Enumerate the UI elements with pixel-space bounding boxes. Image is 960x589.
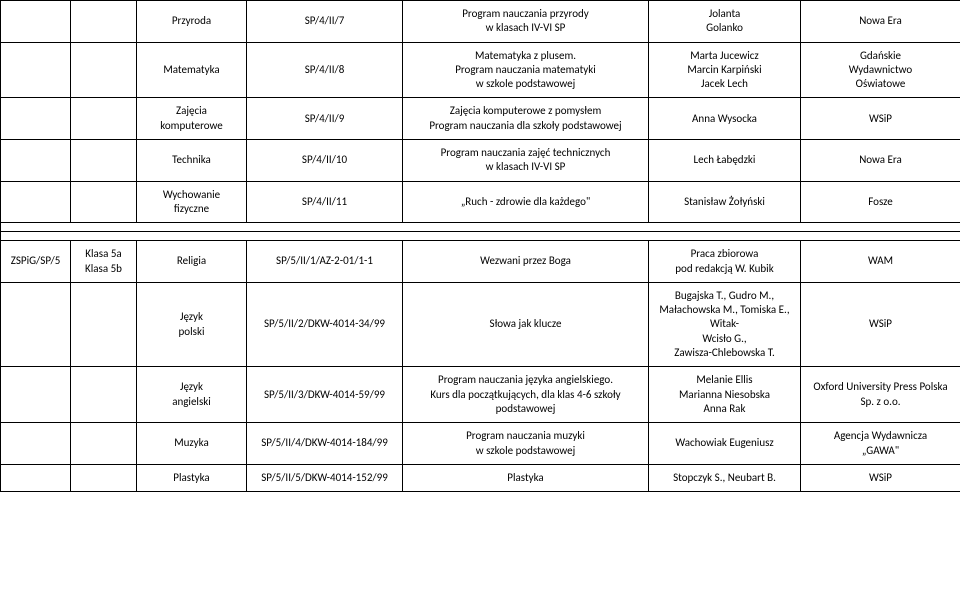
cell-author: Stopczyk S., Neubart B. [649,464,801,491]
cell-program: Zajęcia komputerowe z pomysłemProgram na… [403,98,649,140]
cell-author: Lech Łabędzki [649,140,801,182]
cell-blank [1,282,71,366]
table-row: Wychowaniefizyczne SP/4/II/11 „Ruch - zd… [1,181,960,223]
cell-blank [71,181,137,223]
cell-program: „Ruch - zdrowie dla każdego" [403,181,649,223]
cell-publisher: GdańskieWydawnictwoOświatowe [801,42,960,98]
cell-section-id: ZSPiG/SP/5 [1,241,71,283]
cell-code: SP/5/II/4/DKW-4014-184/99 [247,423,403,465]
cell-program: Wezwani przez Boga [403,241,649,283]
cell-author: Melanie EllisMarianna NiesobskaAnna Rak [649,367,801,423]
cell-author: Bugajska T., Gudro M.,Małachowska M., To… [649,282,801,366]
cell-subject: Językpolski [137,282,247,366]
cell-author: Stanisław Żołyński [649,181,801,223]
spacer-row [1,223,960,232]
cell-blank [1,140,71,182]
table-row: Językangielski SP/5/II/3/DKW-4014-59/99 … [1,367,960,423]
cell-blank [71,42,137,98]
cell-subject: Religia [137,241,247,283]
cell-program: Program nauczania języka angielskiego.Ku… [403,367,649,423]
cell-blank [71,1,137,43]
cell-publisher: WAM [801,241,960,283]
cell-blank [71,367,137,423]
cell-code: SP/4/II/10 [247,140,403,182]
cell-subject: Muzyka [137,423,247,465]
cell-program: Plastyka [403,464,649,491]
cell-blank [1,1,71,43]
cell-blank [1,42,71,98]
curriculum-table: Przyroda SP/4/II/7 Program nauczania prz… [0,0,960,492]
cell-code: SP/5/II/3/DKW-4014-59/99 [247,367,403,423]
cell-code: SP/4/II/11 [247,181,403,223]
cell-code: SP/4/II/7 [247,1,403,43]
cell-publisher: Oxford University Press PolskaSp. z o.o. [801,367,960,423]
cell-publisher: Agencja Wydawnicza„GAWA" [801,423,960,465]
table-row: Językpolski SP/5/II/2/DKW-4014-34/99 Sło… [1,282,960,366]
table-row: Przyroda SP/4/II/7 Program nauczania prz… [1,1,960,43]
cell-author: Praca zbiorowapod redakcją W. Kubik [649,241,801,283]
cell-subject: Przyroda [137,1,247,43]
cell-code: SP/5/II/2/DKW-4014-34/99 [247,282,403,366]
cell-program: Program nauczania przyrodyw klasach IV-V… [403,1,649,43]
cell-code: SP/5/II/5/DKW-4014-152/99 [247,464,403,491]
cell-code: SP/5/II/1/AZ-2-01/1-1 [247,241,403,283]
cell-publisher: WSiP [801,282,960,366]
cell-subject: Językangielski [137,367,247,423]
cell-blank [71,464,137,491]
cell-author: Wachowiak Eugeniusz [649,423,801,465]
cell-blank [71,140,137,182]
cell-subject: Zajęciakomputerowe [137,98,247,140]
table-row: Plastyka SP/5/II/5/DKW-4014-152/99 Plast… [1,464,960,491]
cell-blank [1,181,71,223]
cell-program: Matematyka z plusem.Program nauczania ma… [403,42,649,98]
cell-program: Program nauczania muzykiw szkole podstaw… [403,423,649,465]
table-row: ZSPiG/SP/5 Klasa 5aKlasa 5b Religia SP/5… [1,241,960,283]
table-row: Zajęciakomputerowe SP/4/II/9 Zajęcia kom… [1,98,960,140]
cell-class: Klasa 5aKlasa 5b [71,241,137,283]
cell-code: SP/4/II/8 [247,42,403,98]
cell-author: Marta JucewiczMarcin KarpińskiJacek Lech [649,42,801,98]
cell-publisher: Fosze [801,181,960,223]
cell-program: Słowa jak klucze [403,282,649,366]
cell-code: SP/4/II/9 [247,98,403,140]
cell-subject: Matematyka [137,42,247,98]
cell-publisher: Nowa Era [801,140,960,182]
cell-blank [1,423,71,465]
cell-publisher: WSiP [801,464,960,491]
cell-author: Anna Wysocka [649,98,801,140]
cell-blank [1,98,71,140]
cell-publisher: WSiP [801,98,960,140]
cell-blank [1,367,71,423]
cell-blank [71,423,137,465]
cell-blank [1,464,71,491]
cell-subject: Wychowaniefizyczne [137,181,247,223]
cell-program: Program nauczania zajęć technicznychw kl… [403,140,649,182]
cell-author: JolantaGolanko [649,1,801,43]
table-row: Technika SP/4/II/10 Program nauczania za… [1,140,960,182]
spacer-row [1,232,960,241]
cell-subject: Technika [137,140,247,182]
cell-blank [71,282,137,366]
cell-blank [71,98,137,140]
table-row: Muzyka SP/5/II/4/DKW-4014-184/99 Program… [1,423,960,465]
cell-subject: Plastyka [137,464,247,491]
table-row: Matematyka SP/4/II/8 Matematyka z plusem… [1,42,960,98]
cell-publisher: Nowa Era [801,1,960,43]
